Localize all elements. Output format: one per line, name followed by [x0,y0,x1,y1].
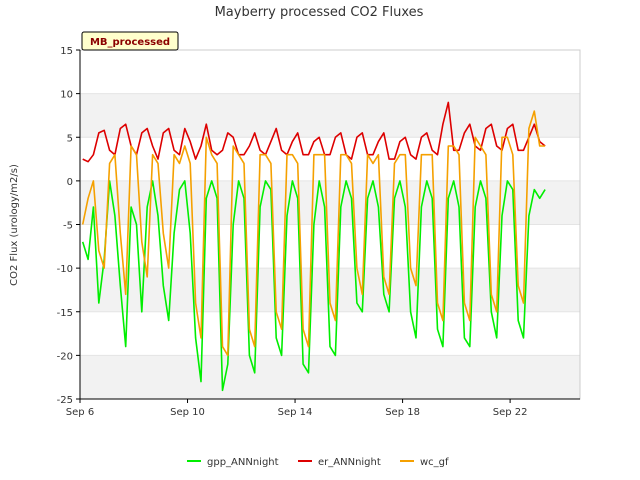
y-tick-label: -25 [57,395,73,406]
legend-label-er_ANNnight: er_ANNnight [318,457,381,468]
y-axis-label: CO2 Flux (urology/m2/s) [9,164,20,286]
y-tick-label: 10 [60,90,73,101]
y-tick-label: -5 [63,221,73,232]
tag-box-bg [81,31,179,51]
plot-band [80,180,580,225]
series-group [81,101,546,392]
chart-title: Mayberry processed CO2 Fluxes [215,5,424,20]
y-tick-label: -10 [57,264,73,275]
y-tick-label: 5 [67,133,73,144]
y-tick-label: 15 [60,46,73,57]
tag-label: MB_processed [90,37,170,48]
plot-band [80,93,580,138]
y-tick-label: -15 [57,308,73,319]
x-tick-label: Sep 10 [170,407,205,418]
series-line-er_ANNnight [82,101,546,163]
axes: -25 -20 -15 -10 -5 0 5 10 15 Sep 6 Sep 10 Sep 14 Sep… [57,46,581,418]
y-tick-label: -20 [57,351,73,362]
y-tick-label: 0 [67,177,73,188]
legend: gpp_ANNnight er_ANNnight wc_gf [187,457,449,468]
series-line-wc_gf [81,110,546,357]
legend-label-wc_gf: wc_gf [420,457,449,468]
x-tick-label: Sep 14 [278,407,313,418]
tag-box: MB_processed [81,31,179,51]
x-tick-label: Sep 6 [66,407,94,418]
series-line-gpp_ANNnight [81,180,546,392]
x-tick-label: Sep 22 [493,407,528,418]
plot-band [80,355,580,399]
legend-label-gpp_ANNnight: gpp_ANNnight [207,457,279,468]
x-tick-label: Sep 18 [385,407,420,418]
